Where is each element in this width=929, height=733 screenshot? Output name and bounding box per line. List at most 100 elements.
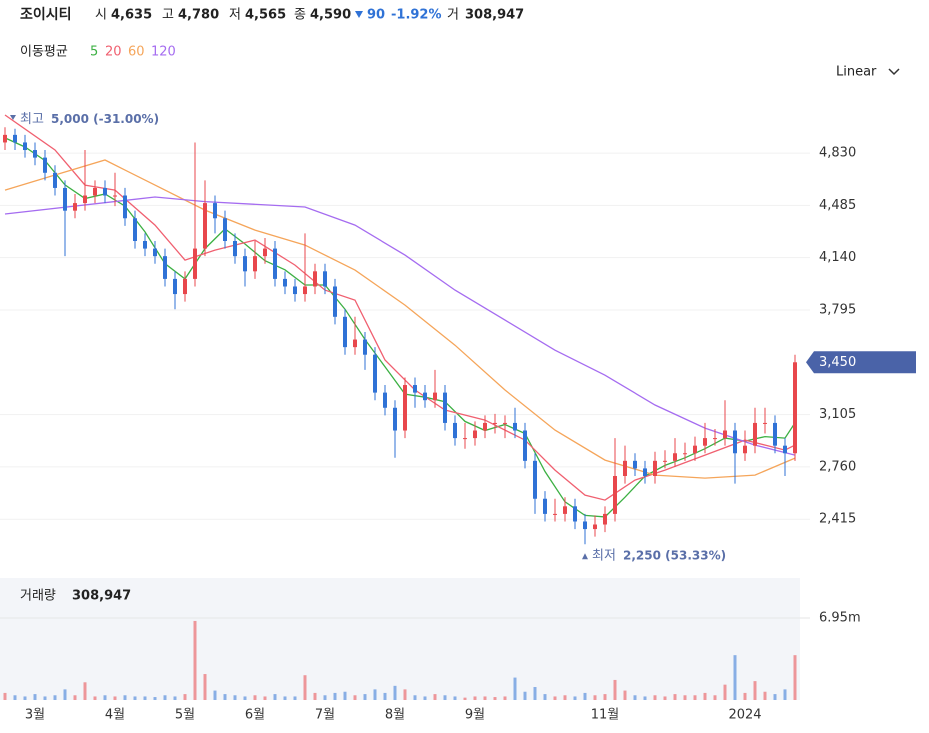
last-price-label: 3,450	[819, 355, 856, 370]
volume-bar	[243, 696, 247, 700]
max-label: 최고	[20, 112, 44, 127]
volume-bar	[503, 696, 507, 700]
volume-bar	[143, 696, 147, 700]
volume-bar	[323, 695, 327, 700]
volume-bar	[783, 689, 787, 700]
volume-bar	[173, 696, 177, 700]
high-value: 4,780	[178, 8, 219, 23]
candle-body	[613, 476, 617, 514]
volume-bar	[33, 694, 37, 700]
x-tick-label: 8월	[385, 708, 405, 723]
candle-body	[243, 256, 247, 272]
moving-average	[4, 196, 796, 456]
x-tick-label: 4월	[105, 708, 125, 723]
candle-body	[53, 172, 57, 188]
volume-bar	[203, 674, 207, 700]
volume-bar	[553, 696, 557, 700]
y-tick-label: 3,105	[819, 407, 856, 422]
volume-bar	[63, 689, 67, 700]
volume-bar	[403, 689, 407, 700]
volume-label: 거	[447, 8, 459, 23]
volume-bar	[713, 695, 717, 700]
volume-bar	[513, 677, 517, 700]
close-value: 4,590	[310, 8, 351, 23]
volume-bar	[673, 694, 677, 700]
volume-bar	[43, 696, 47, 700]
candle-body	[633, 460, 637, 469]
candle-body	[73, 203, 77, 211]
candle-body	[223, 218, 227, 241]
candle-body	[153, 248, 157, 257]
volume-bar	[353, 695, 357, 700]
volume-bar	[663, 696, 667, 700]
scale-mode[interactable]: Linear	[836, 65, 877, 80]
candle-body	[603, 513, 607, 525]
change-pct: -1.92%	[391, 8, 442, 23]
x-tick-label: 3월	[25, 708, 45, 723]
candle-body	[763, 422, 767, 424]
volume-bar	[183, 694, 187, 700]
candle-body	[703, 438, 707, 446]
candle-body	[483, 422, 487, 431]
close-label: 종	[294, 8, 306, 23]
low-label: 저	[229, 8, 241, 23]
volume-bar	[773, 694, 777, 700]
candle-body	[533, 460, 537, 499]
candle-body	[753, 422, 757, 446]
candle-body	[463, 438, 467, 440]
volume-bar	[363, 694, 367, 700]
volume-bar	[463, 697, 467, 700]
change-value: 90	[367, 8, 385, 23]
candle-body	[63, 187, 67, 211]
volume-bar	[423, 696, 427, 700]
candle-body	[473, 430, 477, 439]
last-price-box	[806, 351, 916, 374]
candle-body	[543, 498, 547, 514]
candle-body	[343, 316, 347, 348]
max-text: 5,000 (-31.00%)	[51, 112, 159, 126]
volume-bar	[113, 696, 117, 700]
volume-bar	[213, 690, 217, 700]
volume-bar	[683, 695, 687, 700]
volume-bar	[543, 694, 547, 700]
volume-bar	[13, 695, 17, 700]
candle-body	[263, 248, 267, 257]
dropdown-chevron[interactable]	[888, 68, 900, 76]
candle-body	[353, 339, 357, 348]
candle-body	[233, 241, 237, 257]
volume-bar	[633, 695, 637, 700]
candle-body	[653, 460, 657, 476]
candle-body	[733, 430, 737, 454]
volume-bar	[483, 696, 487, 700]
candle-body	[643, 468, 647, 476]
volume-bar	[523, 691, 527, 700]
moving-average	[4, 114, 796, 501]
candle-body	[573, 506, 577, 522]
candle-body	[183, 278, 187, 295]
candle-body	[553, 513, 557, 515]
min-label: 최저	[592, 549, 616, 564]
volume-bar	[303, 675, 307, 700]
volume-bar	[23, 696, 27, 700]
candle-body	[83, 195, 87, 204]
volume-bar	[373, 689, 377, 700]
volume-bar	[583, 692, 587, 700]
low-value: 4,565	[245, 8, 286, 23]
legend-entry: 5	[90, 45, 98, 60]
volume-bar	[533, 687, 537, 700]
volume-bar	[3, 692, 7, 700]
candle-body	[143, 241, 147, 249]
volume-bar	[53, 695, 57, 700]
candle-body	[413, 385, 417, 393]
candle-body	[3, 134, 7, 143]
candle-body	[173, 278, 177, 295]
stock-name: 조이시티	[20, 6, 72, 23]
candle-body	[503, 422, 507, 424]
candle-body	[113, 195, 117, 197]
volume-title: 거래량	[20, 589, 56, 604]
y-tick-label: 4,485	[819, 198, 856, 213]
volume-bar	[643, 696, 647, 700]
volume-bar	[603, 694, 607, 700]
candle-body	[493, 422, 497, 424]
